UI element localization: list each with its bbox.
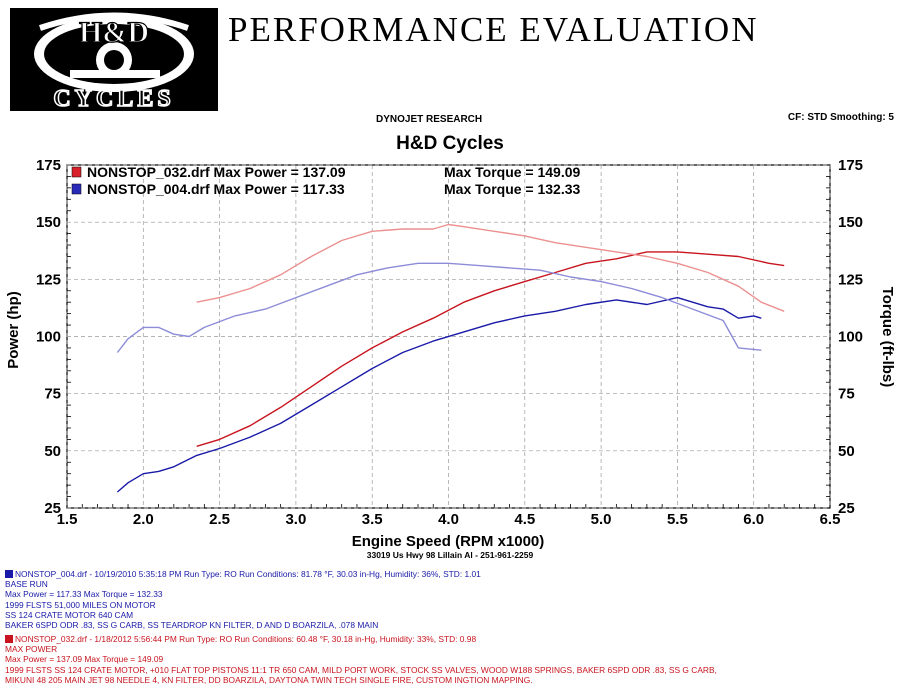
y-tick-label-right: 25 — [838, 500, 855, 517]
x-tick-label: 6.0 — [743, 511, 764, 528]
y-tick-label-right: 50 — [838, 443, 855, 460]
y-tick-label-left: 100 — [36, 329, 61, 346]
series-line-torque-3 — [116, 262, 762, 353]
run-line: BAKER 6SPD ODR .83, SS G CARB, SS TEARDR… — [5, 620, 379, 631]
series-line-torque-1 — [196, 223, 785, 312]
x-tick-label: 5.5 — [667, 511, 688, 528]
run-line: 1999 FLSTS 51,000 MILES ON MOTOR — [5, 599, 156, 610]
settings-label: CF: STD Smoothing: 5 — [787, 112, 894, 123]
x-tick-label: 6.5 — [820, 511, 841, 528]
source-label: DYNOJET RESEARCH — [376, 114, 483, 125]
shop-address: 33019 Us Hwy 98 Lillain Al - 251-961-225… — [366, 550, 534, 560]
y-tick-label-left: 50 — [44, 443, 61, 460]
chart-title: H&D Cycles — [396, 133, 504, 154]
legend: NONSTOP_032.drf Max Power = 137.09 Max To… — [71, 164, 581, 197]
x-axis-label: Engine Speed (RPM x1000) — [352, 533, 545, 550]
y-tick-label-right: 150 — [838, 214, 863, 231]
run-line: Max Power = 117.33 Max Torque = 132.33 — [5, 589, 163, 600]
legend-entry-torque: Max Torque = 132.33 — [444, 181, 581, 197]
series-line-power-0 — [196, 251, 785, 447]
logo-bottom-text: CYCLES — [53, 86, 174, 111]
x-tick-label: 4.5 — [514, 511, 535, 528]
legend-swatch — [71, 166, 82, 178]
legend-entry-name: NONSTOP_004.drf Max Power = 117.33 — [87, 181, 345, 197]
y-axis-right-label: Torque (ft-lbs) — [879, 287, 896, 388]
y-tick-label-left: 125 — [36, 271, 61, 288]
legend-swatch — [71, 183, 82, 195]
logo-top-text: H&D — [79, 16, 149, 49]
y-tick-label-right: 125 — [838, 271, 863, 288]
x-tick-label: 1.5 — [57, 511, 78, 528]
x-tick-label: 2.5 — [209, 511, 230, 528]
run-info-red: NONSTOP_032.drf - 1/18/2012 5:56:44 PM R… — [5, 634, 717, 685]
legend-entry-name: NONSTOP_032.drf Max Power = 137.09 — [87, 164, 346, 180]
run-info-blue: NONSTOP_004.drf - 10/19/2010 5:35:18 PM … — [5, 569, 481, 630]
run-line: NONSTOP_032.drf - 1/18/2012 5:56:44 PM R… — [5, 634, 717, 644]
y-tick-label-right: 100 — [838, 329, 863, 346]
y-tick-label-right: 75 — [838, 386, 855, 403]
run-swatch-red — [5, 635, 13, 643]
x-tick-label: 3.0 — [285, 511, 306, 528]
y-tick-label-left: 150 — [36, 214, 61, 231]
run-line: Max Power = 137.09 Max Torque = 149.09 — [5, 654, 164, 665]
legend-entry-torque: Max Torque = 149.09 — [444, 164, 581, 180]
run-line: NONSTOP_004.drf - 10/19/2010 5:35:18 PM … — [5, 569, 481, 579]
y-tick-label-left: 75 — [44, 386, 61, 403]
x-tick-label: 4.0 — [438, 511, 459, 528]
run-line: BASE RUN — [5, 579, 48, 590]
x-tick-label: 2.0 — [133, 511, 154, 528]
y-tick-label-left: 175 — [36, 157, 61, 174]
series-line-power-2 — [116, 296, 762, 493]
y-axis-left-label: Power (hp) — [5, 291, 22, 369]
page-title: PERFORMANCE EVALUATION — [228, 10, 759, 49]
hd-cycles-logo: H&D CYCLES — [10, 8, 218, 113]
x-tick-label: 5.0 — [591, 511, 612, 528]
run-swatch-blue — [5, 570, 13, 578]
x-tick-label: 3.5 — [362, 511, 383, 528]
run-line: MAX POWER — [5, 644, 58, 655]
run-line: SS 124 CRATE MOTOR 640 CAM — [5, 609, 134, 620]
y-tick-label-right: 175 — [838, 157, 863, 174]
series-group — [116, 223, 785, 493]
y-tick-label-left: 25 — [44, 500, 61, 517]
run-line: 1999 FLSTS SS 124 CRATE MOTOR, +010 FLAT… — [5, 664, 717, 675]
run-line: MIKUNI 48 205 MAIN JET 98 NEEDLE 4, KN F… — [5, 674, 533, 685]
